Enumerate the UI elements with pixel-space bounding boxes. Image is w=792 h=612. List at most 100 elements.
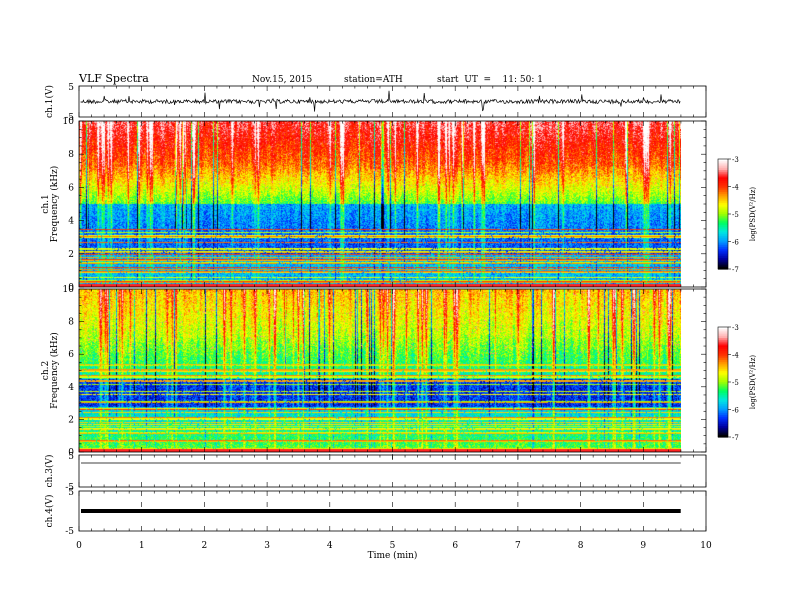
- colorbar-swatch: [718, 263, 728, 266]
- colorbar-swatch: [718, 367, 728, 370]
- colorbar-swatch: [718, 339, 728, 343]
- x-tick-label: 10: [700, 541, 712, 551]
- colorbar-swatch: [718, 336, 728, 339]
- colorbar-swatch: [718, 376, 728, 379]
- colorbar-swatch: [718, 258, 728, 261]
- colorbar-swatch: [718, 400, 728, 403]
- colorbar-swatch: [718, 206, 728, 210]
- colorbar-tick-label: -4: [732, 184, 739, 192]
- colorbar-tick-label: -7: [732, 266, 739, 274]
- colorbar-swatch: [718, 259, 728, 263]
- colorbar-swatch: [718, 363, 728, 367]
- colorbar-tick-label: -3: [732, 324, 739, 332]
- colorbar-swatch: [718, 192, 728, 195]
- y-tick-label: 5: [68, 488, 74, 498]
- colorbar-swatch: [718, 365, 728, 368]
- colorbar-swatch: [718, 418, 728, 422]
- colorbar-swatch: [718, 265, 728, 268]
- colorbar-swatch: [718, 237, 728, 241]
- colorbar-swatch: [718, 380, 728, 383]
- colorbar-swatch: [718, 389, 728, 392]
- colorbar-swatch: [718, 435, 728, 438]
- colorbar-swatch: [718, 228, 728, 232]
- colorbar-swatch: [718, 225, 728, 228]
- colorbar-swatch: [718, 374, 728, 378]
- colorbar-ch2: [717, 326, 731, 438]
- y-tick-label: 8: [68, 318, 74, 328]
- colorbar-swatch: [718, 404, 728, 407]
- y-axis-label-ch3: ch.3(V): [44, 455, 55, 488]
- colorbar-swatch: [718, 182, 728, 186]
- colorbar-swatch: [718, 398, 728, 401]
- y-axis-label-frequency: Frequency (kHz): [49, 332, 60, 409]
- x-tick-label: 1: [139, 541, 145, 551]
- colorbar-swatch: [718, 254, 728, 257]
- colorbar-swatch: [718, 248, 728, 252]
- y-axis-label-ch4: ch.4(V): [44, 495, 55, 528]
- colorbar-swatch: [718, 327, 728, 330]
- colorbar-swatch: [718, 349, 728, 352]
- colorbar-swatch: [718, 393, 728, 396]
- colorbar-swatch: [718, 352, 728, 356]
- y-tick-label: 0: [68, 283, 74, 293]
- y-axis-label-frequency: Frequency (kHz): [49, 166, 60, 243]
- colorbar-swatch: [718, 203, 728, 206]
- colorbar-swatch: [718, 360, 728, 363]
- colorbar-swatch: [718, 361, 728, 365]
- colorbar-swatch: [718, 415, 728, 418]
- colorbar-swatch: [718, 372, 728, 376]
- colorbar-swatch: [718, 243, 728, 246]
- colorbar-swatch: [718, 234, 728, 237]
- x-tick-label: 7: [515, 541, 521, 551]
- colorbar-swatch: [718, 223, 728, 226]
- colorbar-swatch: [718, 230, 728, 233]
- y-tick-label: 10: [63, 117, 75, 127]
- colorbar-swatch: [718, 160, 728, 164]
- colorbar-swatch: [718, 226, 728, 230]
- x-tick-label: 6: [452, 541, 458, 551]
- colorbar-swatch: [718, 416, 728, 420]
- colorbar-swatch: [718, 159, 728, 162]
- y-tick-label: 5: [68, 452, 74, 462]
- colorbar-swatch: [718, 210, 728, 213]
- colorbar-ch1: [717, 158, 731, 270]
- x-axis-label: Time (min): [368, 550, 418, 561]
- colorbar-swatch: [718, 405, 728, 409]
- colorbar-swatch: [718, 168, 728, 171]
- colorbar-swatch: [718, 261, 728, 265]
- colorbar-swatch: [718, 328, 728, 332]
- colorbar-tick-label: -5: [732, 211, 739, 219]
- colorbar-swatch: [718, 170, 728, 173]
- y-tick-label: -5: [65, 483, 74, 493]
- colorbar-tick-label: -3: [732, 156, 739, 164]
- colorbar-swatch: [718, 179, 728, 182]
- colorbar-swatch: [718, 424, 728, 427]
- colorbar-swatch: [718, 214, 728, 217]
- colorbar-swatch: [718, 195, 728, 199]
- colorbar-swatch: [718, 252, 728, 255]
- y-tick-label: 4: [68, 383, 74, 393]
- colorbar-swatch: [718, 341, 728, 345]
- x-tick-label: 9: [640, 541, 646, 551]
- colorbar-swatch: [718, 175, 728, 178]
- start-time-label: start UT = 11: 50: 1: [437, 75, 543, 85]
- y-tick-label: 8: [68, 150, 74, 160]
- colorbar-swatch: [718, 190, 728, 193]
- colorbar-swatch: [718, 332, 728, 335]
- colorbar-swatch: [718, 212, 728, 215]
- colorbar-swatch: [718, 338, 728, 341]
- colorbar-swatch: [718, 356, 728, 359]
- colorbar-swatch: [718, 369, 728, 372]
- colorbar-swatch: [718, 433, 728, 436]
- colorbar-swatch: [718, 385, 728, 389]
- date-label: Nov.15, 2015: [252, 75, 313, 85]
- colorbar-swatch: [718, 354, 728, 357]
- colorbar-tick-label: -6: [732, 407, 739, 415]
- colorbar-swatch: [718, 267, 728, 270]
- colorbar-swatch: [718, 422, 728, 425]
- colorbar-label: log(PSD(V²/Hz): [749, 187, 757, 242]
- colorbar-swatch: [718, 197, 728, 200]
- y-tick-label: 6: [68, 350, 74, 360]
- y-tick-label: -5: [65, 113, 74, 123]
